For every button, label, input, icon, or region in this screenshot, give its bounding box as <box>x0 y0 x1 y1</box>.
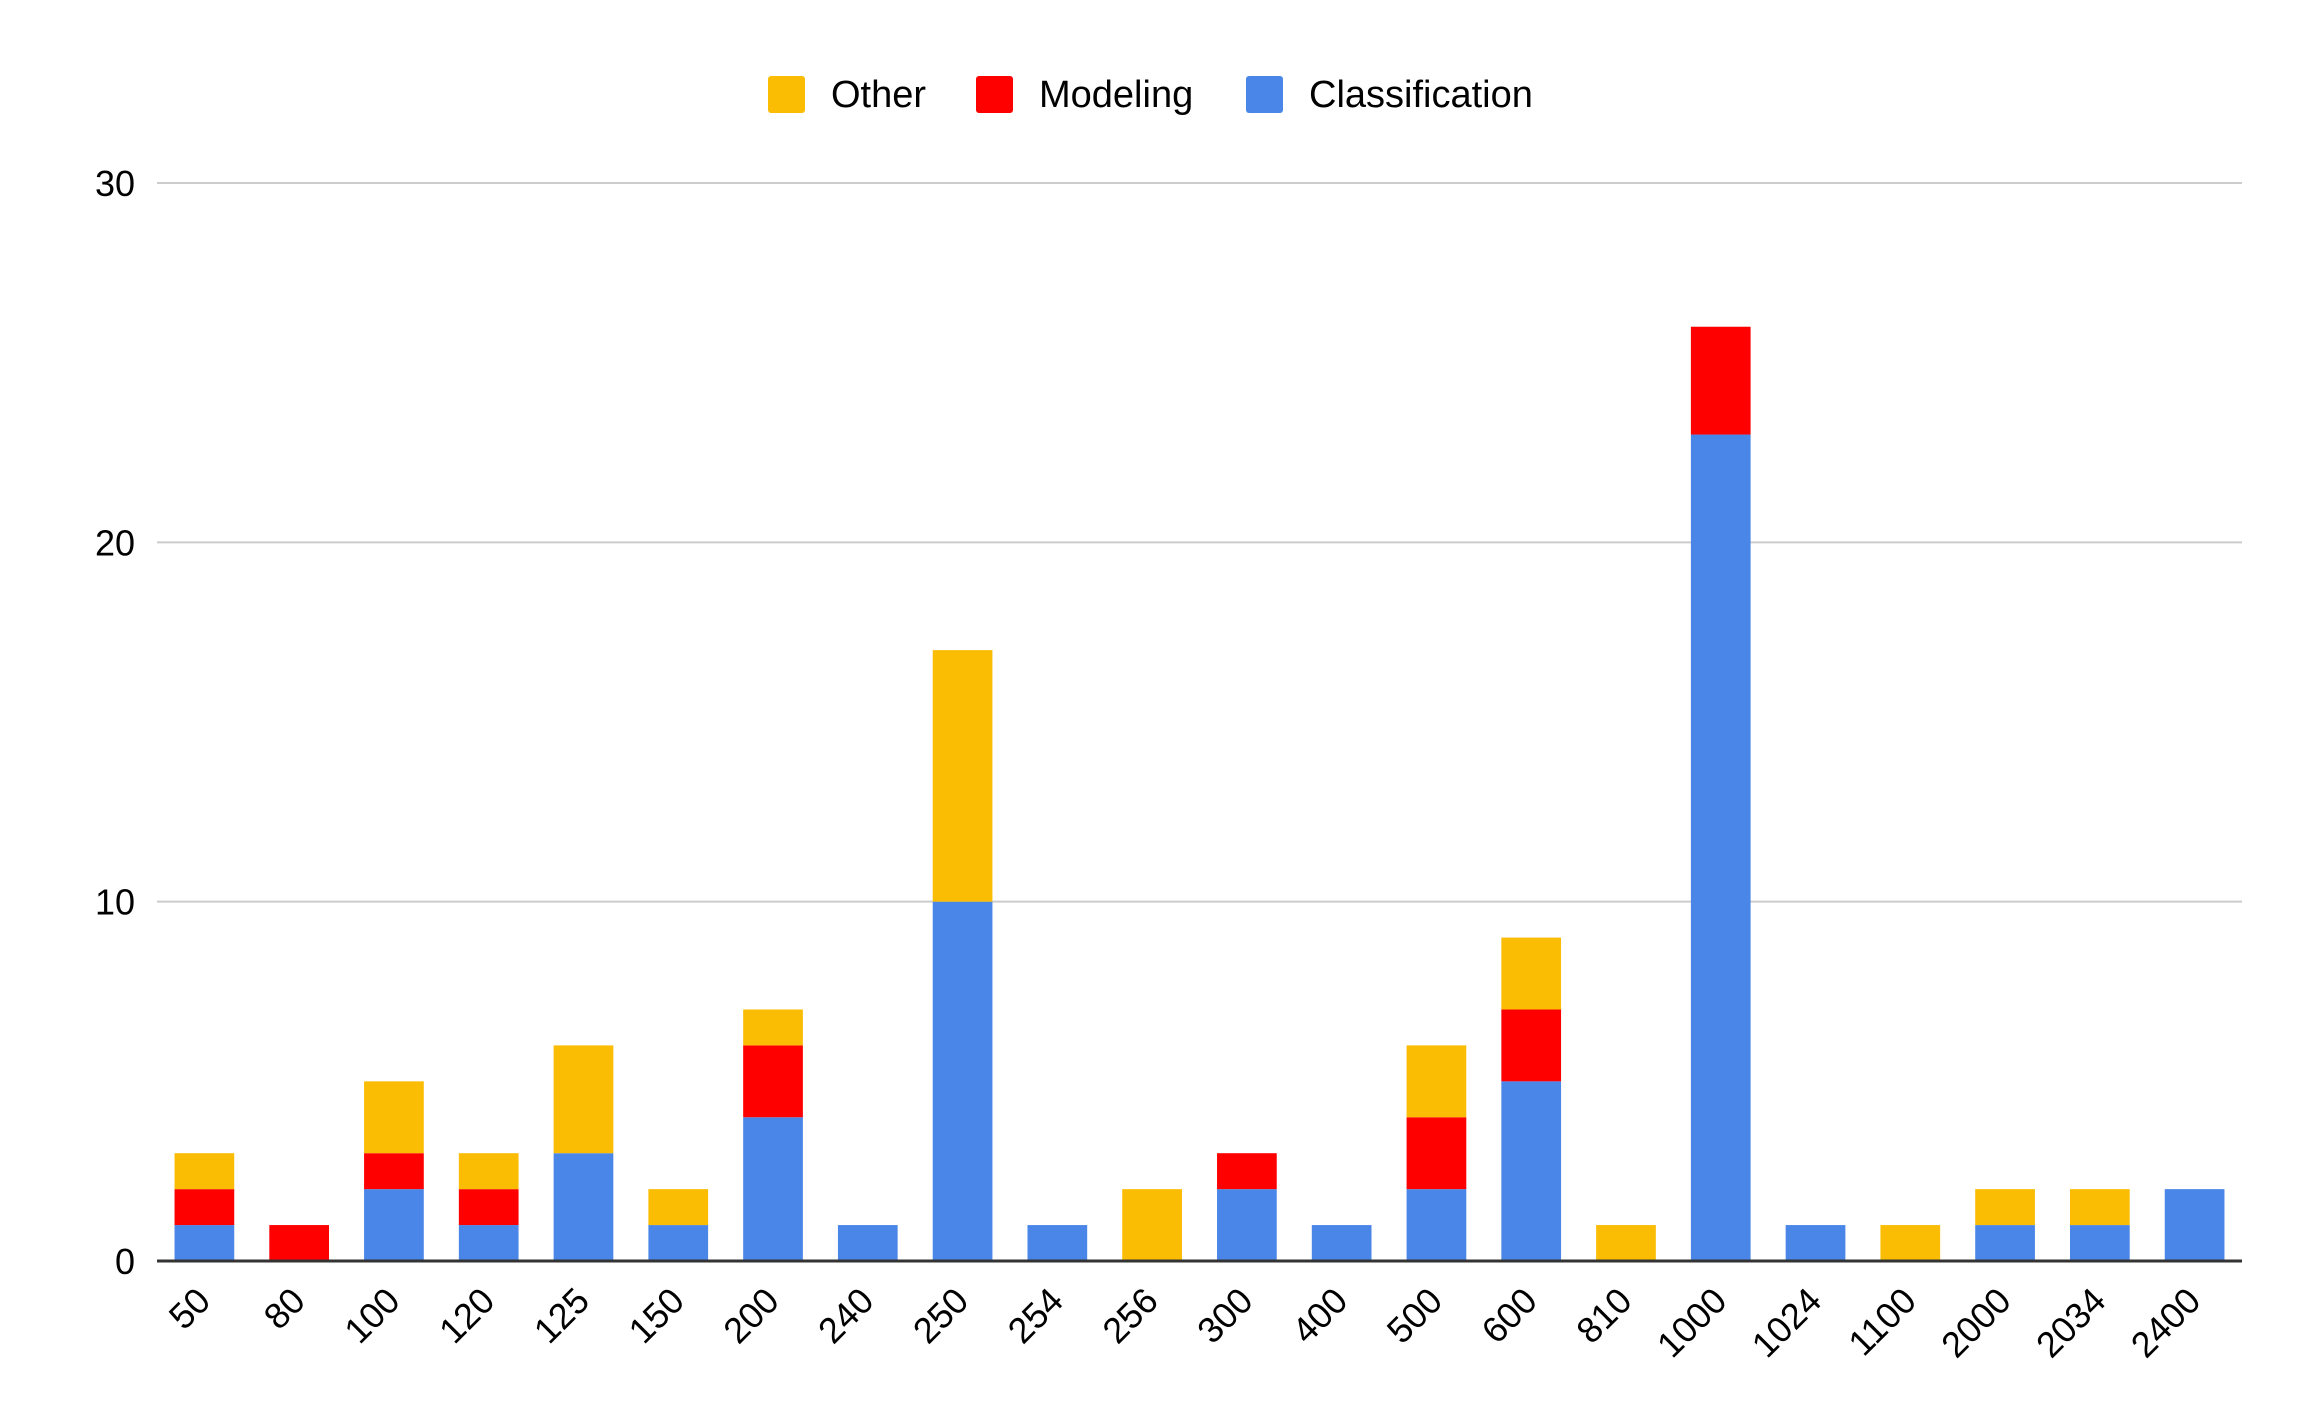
y-tick-label: 10 <box>95 882 135 923</box>
x-tick-label: 500 <box>1379 1280 1450 1351</box>
x-tick-label: 600 <box>1473 1280 1544 1351</box>
x-tick-label: 200 <box>715 1280 786 1351</box>
x-tick-label: 256 <box>1094 1280 1165 1351</box>
x-tick-label: 1000 <box>1649 1280 1735 1366</box>
bar-classification-2034 <box>2069 1225 2130 1261</box>
bar-classification-300 <box>1217 1189 1277 1261</box>
bar-other-125 <box>553 1045 614 1154</box>
legend-item-modeling: Modeling <box>976 74 1193 116</box>
x-tick-label: 125 <box>526 1280 597 1351</box>
bar-classification-254 <box>1027 1225 1088 1261</box>
bar-other-500 <box>1406 1045 1467 1118</box>
y-tick-label: 30 <box>95 163 135 204</box>
bar-other-120 <box>458 1153 519 1190</box>
x-tick-label: 250 <box>905 1280 976 1351</box>
bar-other-100 <box>364 1081 424 1154</box>
bar-classification-250 <box>932 901 993 1261</box>
bar-modeling-300 <box>1217 1153 1277 1190</box>
y-tick-label: 0 <box>115 1241 135 1282</box>
gridlines <box>157 182 2242 903</box>
bar-classification-1000 <box>1690 434 1751 1261</box>
legend-label: Modeling <box>1039 74 1193 116</box>
legend-label: Other <box>831 74 926 116</box>
bar-other-250 <box>932 650 993 902</box>
x-tick-label: 1024 <box>1744 1280 1830 1366</box>
x-tick-label: 300 <box>1189 1280 1260 1351</box>
legend-item-classification: Classification <box>1246 74 1533 116</box>
bar-classification-125 <box>553 1153 614 1261</box>
bar-other-600 <box>1501 937 1562 1010</box>
bar-classification-200 <box>743 1117 803 1261</box>
bar-classification-400 <box>1311 1225 1372 1261</box>
legend-item-other: Other <box>768 74 926 116</box>
bar-other-150 <box>648 1189 709 1226</box>
bar-modeling-200 <box>743 1045 803 1118</box>
bar-classification-100 <box>364 1189 424 1261</box>
bar-classification-500 <box>1406 1189 1467 1261</box>
bar-other-50 <box>174 1153 235 1190</box>
y-tick-label: 20 <box>95 522 135 563</box>
bar-classification-600 <box>1501 1081 1562 1261</box>
x-tick-label: 240 <box>810 1280 881 1351</box>
x-tick-label: 2000 <box>1933 1280 2019 1366</box>
x-tick-label: 120 <box>431 1280 502 1351</box>
bar-classification-120 <box>458 1225 519 1261</box>
x-tick-label: 400 <box>1284 1280 1355 1351</box>
bar-classification-150 <box>648 1225 709 1261</box>
bar-other-2034 <box>2069 1189 2130 1226</box>
legend: Other Modeling Classification <box>768 74 1533 116</box>
legend-swatch <box>976 76 1013 113</box>
bar-other-1100 <box>1880 1225 1941 1261</box>
bar-modeling-600 <box>1501 1009 1562 1082</box>
bar-other-810 <box>1596 1225 1656 1261</box>
bar-classification-2000 <box>1975 1225 2035 1261</box>
legend-label: Classification <box>1309 74 1533 116</box>
x-tick-label: 1100 <box>1840 1280 1924 1364</box>
bar-classification-240 <box>837 1225 898 1261</box>
bar-modeling-500 <box>1406 1117 1467 1190</box>
legend-swatch <box>1246 76 1283 113</box>
bar-modeling-50 <box>174 1189 235 1226</box>
bar-modeling-100 <box>364 1153 424 1190</box>
x-tick-label: 50 <box>161 1280 218 1337</box>
bars <box>174 326 2225 1261</box>
bar-classification-2400 <box>2164 1189 2225 1261</box>
x-tick-label: 2034 <box>2028 1280 2114 1366</box>
bar-classification-50 <box>174 1225 235 1261</box>
bar-other-200 <box>743 1009 803 1046</box>
x-tick-label: 254 <box>1000 1280 1071 1351</box>
bar-classification-1024 <box>1785 1225 1846 1261</box>
x-tick-label: 810 <box>1568 1280 1639 1351</box>
x-tick-label: 100 <box>336 1280 407 1351</box>
bar-other-2000 <box>1975 1189 2035 1226</box>
bar-modeling-120 <box>458 1189 519 1226</box>
bar-other-256 <box>1122 1189 1182 1261</box>
x-tick-label: 150 <box>620 1280 691 1351</box>
x-tick-label: 2400 <box>2123 1280 2209 1366</box>
bar-modeling-1000 <box>1690 326 1751 435</box>
legend-swatch <box>768 76 805 113</box>
bar-modeling-80 <box>269 1225 330 1261</box>
x-tick-label: 80 <box>256 1280 313 1337</box>
